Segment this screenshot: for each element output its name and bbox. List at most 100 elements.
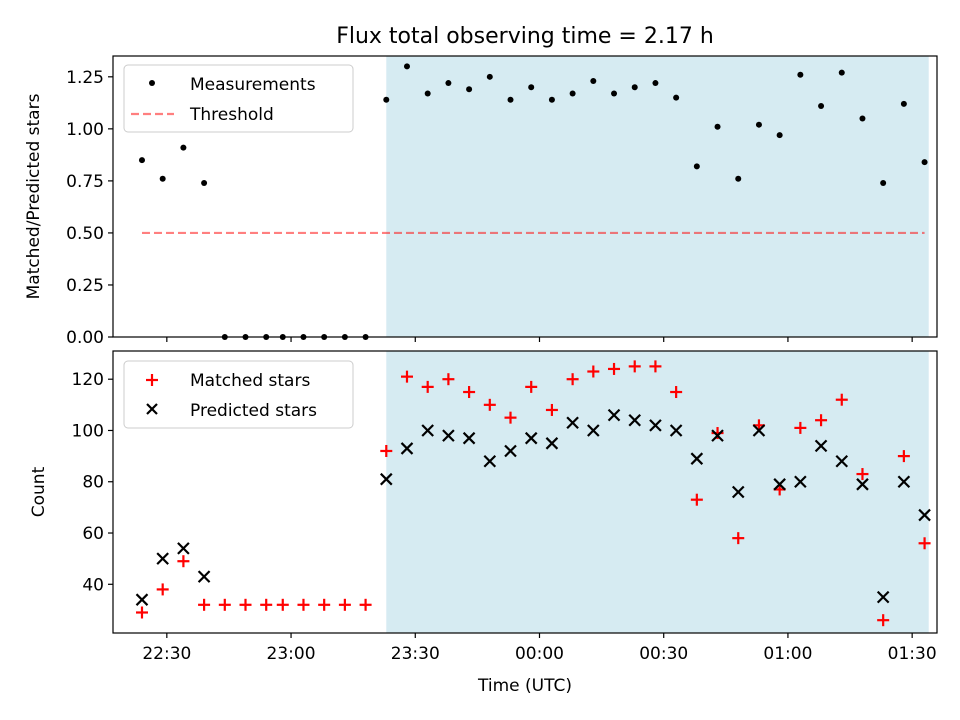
time-xtick-label: 00:30 <box>639 644 688 664</box>
count-panel: 40 60 80 100 120 22:30 23:00 23:30 00:00 00:30 01… <box>29 350 938 696</box>
measurement-point <box>569 90 576 97</box>
predicted-star-point <box>483 454 497 468</box>
measurement-point <box>755 121 762 128</box>
legend-label-predicted: Predicted stars <box>190 401 317 421</box>
ratio-plot-frame <box>112 55 938 338</box>
measurement-point <box>859 115 866 122</box>
measurement-point <box>735 175 742 182</box>
measurement-point <box>466 86 473 93</box>
predicted-star-point <box>524 431 538 445</box>
measurement-point <box>921 159 928 166</box>
predicted-marker-b <box>197 570 211 583</box>
time-xtick-label: 22:30 <box>142 644 191 664</box>
count-ytick-label: 80 <box>82 473 104 493</box>
time-xtick-label: 23:00 <box>267 644 316 664</box>
ratio-ytick-label: 0.25 <box>66 276 104 296</box>
predicted-marker-b <box>897 475 911 489</box>
time-xtick-label: 01:00 <box>763 644 812 664</box>
matched-star-point <box>421 380 434 393</box>
measurement-point <box>818 102 825 109</box>
predicted-star-point <box>135 593 149 606</box>
predicted-marker-b <box>566 416 579 430</box>
measurement-point <box>631 84 638 91</box>
predicted-marker-b <box>400 442 414 455</box>
matched-star-point <box>198 598 211 611</box>
legend-label-threshold: Threshold <box>189 105 274 125</box>
predicted-star-point <box>669 424 683 437</box>
predicted-marker-b <box>177 542 190 555</box>
predicted-star-point <box>462 431 476 445</box>
predicted-marker-b <box>545 437 559 450</box>
count-ytick-label: 120 <box>72 370 104 390</box>
predicted-marker-b <box>814 439 828 453</box>
predicted-marker-b <box>156 552 169 565</box>
predicted-marker-b <box>794 475 807 489</box>
predicted-star-point <box>156 552 169 565</box>
time-x-axis: 22:30 23:00 23:30 00:00 00:30 01:00 01:30 <box>142 633 937 664</box>
matched-star-point <box>359 598 372 611</box>
observing-band-top <box>386 56 929 337</box>
ratio-legend-box <box>123 64 354 133</box>
matched-star-point <box>670 386 683 399</box>
predicted-marker-b <box>918 508 931 522</box>
ratio-ytick-label: 0.00 <box>66 328 104 348</box>
count-y-axis-label: Count <box>29 466 49 517</box>
predicted-star-point <box>711 429 724 442</box>
matched-star-point <box>483 398 496 411</box>
time-xtick-label: 23:30 <box>391 644 440 664</box>
predicted-marker-b <box>690 452 704 465</box>
predicted-marker-b <box>773 478 786 491</box>
measurement-point <box>673 94 680 101</box>
predicted-star-point <box>545 437 559 450</box>
measurement-point <box>403 63 410 70</box>
measurement-point <box>838 69 845 76</box>
predicted-star-point <box>835 454 849 468</box>
matched-star-point <box>400 370 413 383</box>
matched-star-point <box>628 360 641 373</box>
predicted-marker-b <box>711 429 724 442</box>
measurement-point <box>590 77 597 84</box>
matched-star-point <box>297 598 310 611</box>
matched-star-point <box>649 360 662 373</box>
matched-star-point <box>135 606 148 619</box>
predicted-star-point <box>814 439 828 453</box>
measurement-point <box>714 123 721 130</box>
measurement-point <box>880 179 887 186</box>
measurement-point <box>776 132 783 139</box>
time-xtick-label: 00:00 <box>515 644 564 664</box>
predicted-star-point <box>897 475 911 489</box>
count-legend-box <box>123 360 354 429</box>
predicted-star-point <box>794 475 807 489</box>
matched-star-point <box>525 380 538 393</box>
matched-star-point <box>276 598 289 611</box>
measurement-points <box>138 63 928 340</box>
predicted-marker-b <box>442 429 455 442</box>
measurement-point <box>424 90 431 97</box>
predicted-star-point <box>649 419 662 432</box>
matched-star-point <box>587 365 600 378</box>
predicted-marker-b <box>856 478 869 491</box>
matched-star-point <box>442 373 455 386</box>
ratio-ytick-label: 1.00 <box>66 120 104 140</box>
predicted-star-point <box>856 478 869 491</box>
matched-star-point <box>380 444 393 457</box>
legend-marker-predicted <box>146 403 158 415</box>
predicted-marker-b <box>835 454 849 468</box>
ratio-x-ticks <box>166 337 913 342</box>
matched-star-point <box>918 537 931 550</box>
predicted-marker-b <box>504 444 517 458</box>
legend-marker-measurements <box>149 80 155 86</box>
predicted-star-point <box>566 416 579 430</box>
measurement-point <box>507 96 514 103</box>
predicted-marker-b <box>135 593 149 606</box>
legend-marker-matched <box>146 374 158 386</box>
predicted-star-point <box>773 478 786 491</box>
measurement-point <box>138 157 145 164</box>
predicted-star-point <box>442 429 455 442</box>
count-ytick-label: 40 <box>82 575 104 595</box>
predicted-marker-b <box>669 424 683 437</box>
matched-star-point <box>218 598 231 611</box>
matched-star-point <box>608 362 621 375</box>
measurement-point <box>180 144 187 151</box>
ratio-legend: Measurements Threshold <box>123 64 354 133</box>
